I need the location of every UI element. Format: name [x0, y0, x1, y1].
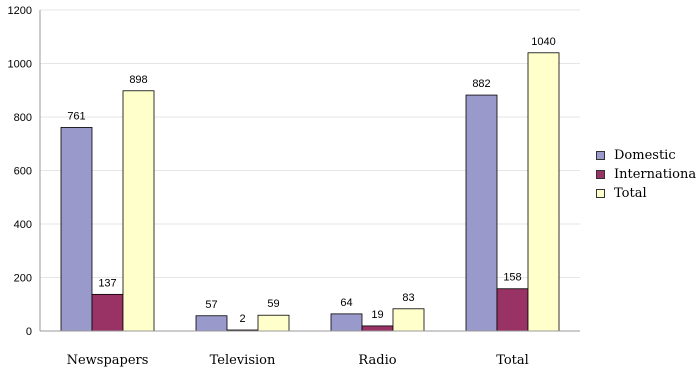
y-tick-label: 200: [14, 273, 32, 285]
legend-swatch-international: [596, 170, 605, 179]
data-label-television-domestic: 57: [205, 299, 217, 311]
legend-swatch-total: [596, 189, 605, 198]
legend-label-domestic: Domestic: [614, 148, 676, 163]
data-label-total-total: 1040: [531, 36, 555, 48]
y-tick-label: 400: [14, 219, 32, 231]
data-label-radio-total: 83: [402, 292, 414, 304]
legend-item-domestic: Domestic: [596, 146, 696, 165]
y-tick-label: 0: [26, 326, 32, 338]
x-tick-label-newspapers: Newspapers: [67, 353, 149, 368]
bars: [60, 52, 560, 332]
x-tick-label-radio: Radio: [358, 353, 396, 368]
data-label-television-total: 59: [267, 298, 279, 310]
x-tick-label-television: Television: [210, 353, 276, 368]
data-label-total-domestic: 882: [472, 78, 490, 90]
bar-television-total: [257, 314, 290, 332]
bar-total-domestic: [465, 94, 498, 332]
bar-radio-international: [361, 325, 394, 332]
bar-total-international: [496, 288, 529, 332]
legend: Domestic International Total: [596, 146, 696, 203]
bar-television-domestic: [195, 315, 228, 332]
data-label-newspapers-total: 898: [129, 74, 147, 86]
bar-radio-domestic: [330, 313, 363, 332]
axes: [39, 10, 580, 332]
y-tick-label: 800: [14, 112, 32, 124]
data-label-radio-domestic: 64: [340, 297, 352, 309]
data-label-total-international: 158: [503, 272, 521, 284]
x-axis-categories: Newspapers Television Radio Total: [67, 353, 529, 368]
bar-newspapers-total: [122, 90, 155, 332]
x-tick-label-total: Total: [496, 353, 529, 368]
legend-item-total: Total: [596, 184, 696, 203]
y-axis-ticks: 0 200 400 600 800 1000 1200: [8, 5, 32, 338]
data-label-newspapers-domestic: 761: [67, 110, 85, 122]
legend-label-international: International: [614, 167, 696, 182]
legend-swatch-domestic: [596, 151, 605, 160]
data-label-radio-international: 19: [371, 309, 383, 321]
legend-item-international: International: [596, 165, 696, 184]
bar-total-total: [527, 52, 560, 332]
data-label-television-international: 2: [239, 313, 245, 325]
data-labels: 761 137 898 57 2 59 64 19 83 882 158 1040: [67, 36, 555, 325]
gridlines: [40, 9, 580, 278]
data-label-newspapers-international: 137: [98, 277, 116, 289]
legend-label-total: Total: [614, 186, 647, 201]
y-tick-label: 1200: [8, 5, 32, 17]
y-tick-label: 1000: [8, 59, 32, 71]
bar-newspapers-domestic: [60, 127, 93, 332]
bar-radio-total: [392, 308, 425, 332]
bar-newspapers-international: [91, 293, 124, 332]
y-tick-label: 600: [14, 166, 32, 178]
